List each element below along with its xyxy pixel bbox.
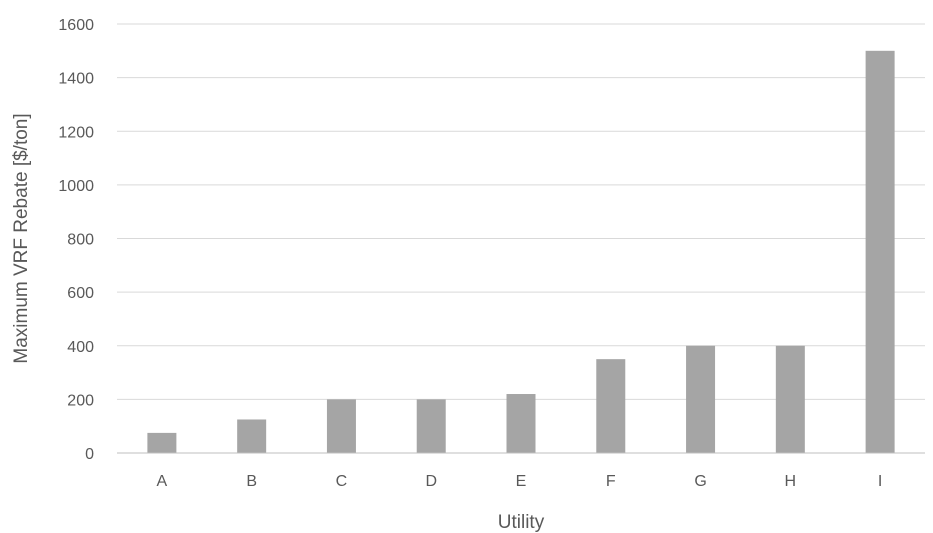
y-tick-labels: 0 200 400 600 800 1000 1200 1400 1600 bbox=[58, 17, 94, 463]
y-tick-label: 1200 bbox=[58, 124, 94, 141]
gridlines bbox=[117, 23, 925, 400]
x-tick-label: H bbox=[785, 473, 797, 490]
x-tick-label: D bbox=[425, 473, 437, 490]
x-tick-label: G bbox=[694, 473, 706, 490]
y-tick-label: 200 bbox=[67, 392, 94, 409]
x-tick-label: C bbox=[336, 473, 348, 490]
y-tick-label: 400 bbox=[67, 339, 94, 356]
y-tick-label: 1600 bbox=[58, 17, 94, 34]
bars bbox=[147, 50, 895, 453]
bar-G bbox=[686, 345, 716, 453]
y-tick-label: 0 bbox=[85, 446, 94, 463]
x-tick-labels: A B C D E F G H I bbox=[157, 473, 883, 490]
bar-A bbox=[147, 432, 177, 453]
bar-B bbox=[237, 419, 267, 453]
x-tick-label: A bbox=[157, 473, 168, 490]
bar-H bbox=[775, 345, 805, 453]
y-tick-label: 600 bbox=[67, 285, 94, 302]
x-tick-label: E bbox=[516, 473, 527, 490]
x-tick-label: B bbox=[246, 473, 257, 490]
x-tick-label: I bbox=[878, 473, 882, 490]
y-tick-label: 1000 bbox=[58, 178, 94, 195]
bar-I bbox=[865, 50, 895, 453]
y-tick-label: 1400 bbox=[58, 71, 94, 88]
y-tick-label: 800 bbox=[67, 232, 94, 249]
y-axis-title: Maximum VRF Rebate [$/ton] bbox=[11, 113, 32, 363]
bar-F bbox=[596, 359, 626, 453]
bar-C bbox=[326, 399, 356, 453]
x-axis-title: Utility bbox=[498, 512, 545, 533]
bar-E bbox=[506, 394, 536, 453]
x-tick-label: F bbox=[606, 473, 616, 490]
bar-D bbox=[416, 399, 446, 453]
